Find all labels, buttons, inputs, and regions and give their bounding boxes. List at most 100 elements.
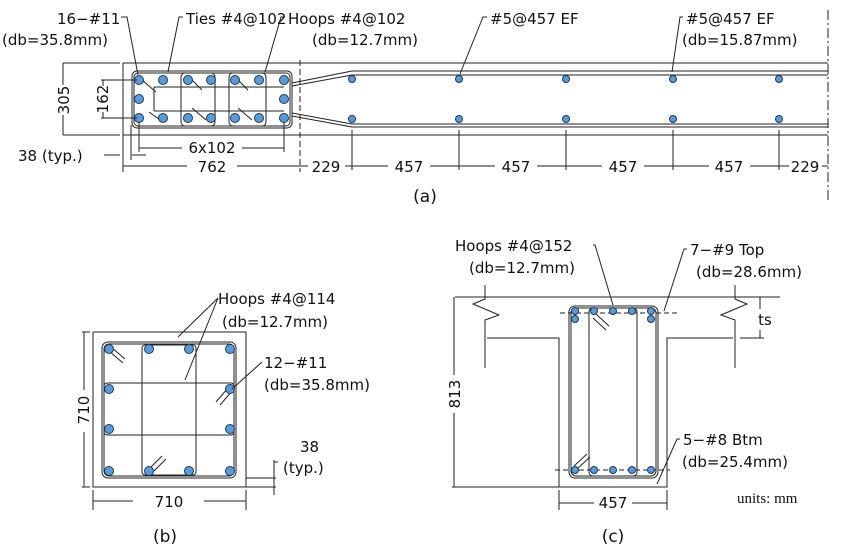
rebar xyxy=(455,75,463,83)
hoop-inner xyxy=(570,307,657,477)
dim-depth-label: 813 xyxy=(446,380,464,409)
rebar xyxy=(144,344,154,354)
rebar xyxy=(184,466,194,476)
rebar xyxy=(669,75,677,83)
rebar xyxy=(590,307,598,315)
dim-thickness-label: 305 xyxy=(55,86,73,115)
rebar xyxy=(144,466,154,476)
rebar xyxy=(609,307,617,315)
rebar xyxy=(279,94,289,104)
dim-spacing: 457 xyxy=(715,158,744,176)
panel-a-wall-section: 305 162 6x102 38 (typ.) 762 229 457 457 … xyxy=(2,10,829,207)
tie xyxy=(180,72,216,127)
rebar xyxy=(104,384,114,394)
dim-bar-spacing xyxy=(138,122,285,152)
web-bars-db-label: (db=15.87mm) xyxy=(682,31,797,49)
rebar xyxy=(230,113,240,123)
dim-spacing: 229 xyxy=(312,158,341,176)
rebar xyxy=(254,113,264,123)
top-bars xyxy=(571,307,655,323)
panel-b-column-section: 710 710 Hoops #4@114 (db=12.7mm) 12−#11 … xyxy=(75,290,370,547)
leader-lines xyxy=(121,16,683,76)
hoop-interior xyxy=(588,307,638,477)
dim-spacing: 457 xyxy=(395,158,424,176)
rebar xyxy=(348,115,356,123)
hoop xyxy=(101,341,237,479)
dim-thickness xyxy=(62,62,120,136)
boundary-bars xyxy=(134,75,289,123)
hoop-inner-leg xyxy=(153,86,284,112)
hook xyxy=(108,346,233,472)
web-bars-label: #5@457 EF xyxy=(490,10,579,28)
hoops-db-label: (db=12.7mm) xyxy=(469,259,575,277)
dim-inner-label: 162 xyxy=(94,85,112,114)
hook xyxy=(573,313,610,470)
slab-thickness-label: ts xyxy=(758,311,772,329)
rebar xyxy=(184,344,194,354)
rebar xyxy=(254,75,264,85)
rebar xyxy=(134,94,144,104)
rebar xyxy=(104,424,114,434)
cover-label: 38 xyxy=(300,438,319,456)
rebar xyxy=(206,113,216,123)
bottom-bars xyxy=(571,466,655,474)
dim-cover xyxy=(104,125,146,160)
rebar xyxy=(104,466,114,476)
rebar xyxy=(669,115,677,123)
cover-label: 38 (typ.) xyxy=(18,147,83,165)
hoop xyxy=(131,70,293,129)
tie xyxy=(228,72,267,127)
column-bars xyxy=(104,344,235,476)
hoops-label: Hoops #4@152 xyxy=(455,237,572,255)
top-bars-label: 7−#9 Top xyxy=(690,241,764,259)
rebar xyxy=(230,75,240,85)
rebar xyxy=(104,344,114,354)
tie-vertical xyxy=(141,344,197,476)
rebar xyxy=(775,75,783,83)
web-bottom-bar xyxy=(291,112,828,128)
web-top-bar xyxy=(291,70,828,87)
rebar xyxy=(225,466,235,476)
dim-boundary-length: 762 xyxy=(198,158,227,176)
rebar xyxy=(628,466,636,474)
rebar xyxy=(571,307,579,315)
dim-line-length xyxy=(123,130,828,170)
rebar xyxy=(279,113,289,123)
hoops-label: Hoops #4@102 xyxy=(288,10,405,28)
dim-height-label: 710 xyxy=(75,396,93,425)
hoops-db-label: (db=12.7mm) xyxy=(222,313,328,331)
web-bars xyxy=(348,75,783,123)
tie-horizontal xyxy=(103,382,235,436)
bottom-bars-db-label: (db=25.4mm) xyxy=(682,453,788,471)
hook xyxy=(141,79,253,123)
web-bars-label: #5@457 EF xyxy=(686,10,775,28)
cover-typ-label: (typ.) xyxy=(283,459,324,477)
rebar xyxy=(562,75,570,83)
ties-label: Ties #4@102 xyxy=(185,10,286,28)
slab-break-symbol xyxy=(471,285,749,368)
rebar xyxy=(571,466,579,474)
cover-dim xyxy=(246,460,278,495)
leader-lines xyxy=(177,297,263,390)
rebar xyxy=(183,113,193,123)
panel-c-beam-section: 813 457 ts Hoops #4@152 (db=12.7mm) 7−#9… xyxy=(446,237,802,547)
beam-dims xyxy=(453,296,764,510)
caption-a: (a) xyxy=(413,187,437,207)
rebar xyxy=(158,113,168,123)
caption-c: (c) xyxy=(602,527,625,547)
dim-spacing: 457 xyxy=(502,158,531,176)
rebar xyxy=(206,75,216,85)
rebar xyxy=(628,307,636,315)
dim-width-label: 457 xyxy=(599,494,628,512)
rebar xyxy=(609,466,617,474)
rebar xyxy=(590,466,598,474)
rebar xyxy=(225,424,235,434)
leader-lines xyxy=(593,244,687,485)
dim-width-label: 710 xyxy=(155,493,184,511)
dim-bar-spacing-label: 6x102 xyxy=(188,139,235,157)
beam-outline xyxy=(452,296,780,488)
rebar xyxy=(183,75,193,85)
bars-label: 12−#11 xyxy=(264,354,327,372)
column-dims xyxy=(82,331,247,510)
